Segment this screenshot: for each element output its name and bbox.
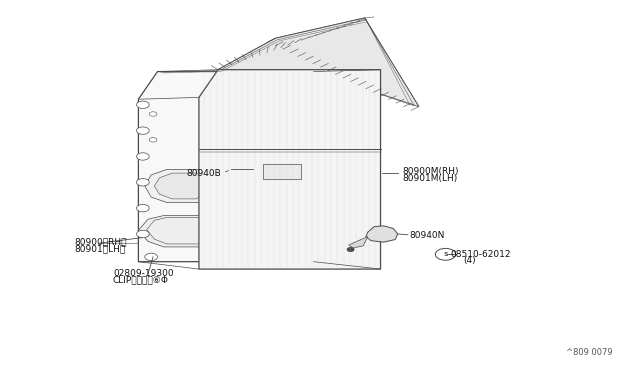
Circle shape	[348, 248, 354, 251]
Text: 02809-19300: 02809-19300	[113, 269, 173, 278]
Circle shape	[149, 112, 157, 116]
Polygon shape	[138, 215, 228, 247]
Text: ^809 0079: ^809 0079	[566, 347, 613, 357]
Text: 80900（RH）: 80900（RH）	[75, 238, 127, 247]
Circle shape	[136, 127, 149, 134]
Text: 08510-62012: 08510-62012	[451, 250, 511, 259]
Circle shape	[136, 101, 149, 109]
Text: 80940N: 80940N	[409, 231, 445, 240]
Text: 80900M(RH): 80900M(RH)	[403, 167, 460, 176]
Polygon shape	[157, 18, 419, 107]
Text: S: S	[444, 252, 448, 257]
Text: 80901M(LH): 80901M(LH)	[403, 174, 458, 183]
Polygon shape	[349, 237, 368, 248]
Polygon shape	[145, 169, 218, 203]
Polygon shape	[154, 173, 211, 199]
Polygon shape	[212, 180, 231, 192]
Circle shape	[136, 179, 149, 186]
Polygon shape	[199, 70, 381, 269]
Circle shape	[145, 253, 157, 260]
Circle shape	[435, 248, 456, 260]
Text: CLIPクリップ⑥Φ: CLIPクリップ⑥Φ	[113, 276, 169, 285]
FancyBboxPatch shape	[228, 168, 262, 182]
Circle shape	[149, 138, 157, 142]
Polygon shape	[218, 18, 419, 107]
Circle shape	[136, 230, 149, 238]
Polygon shape	[366, 226, 397, 242]
Polygon shape	[138, 71, 314, 262]
Text: 80940B: 80940B	[186, 169, 221, 177]
Circle shape	[136, 153, 149, 160]
Text: 80901（LH）: 80901（LH）	[75, 244, 126, 253]
Text: (4): (4)	[463, 256, 476, 265]
FancyBboxPatch shape	[262, 164, 301, 179]
Circle shape	[136, 205, 149, 212]
